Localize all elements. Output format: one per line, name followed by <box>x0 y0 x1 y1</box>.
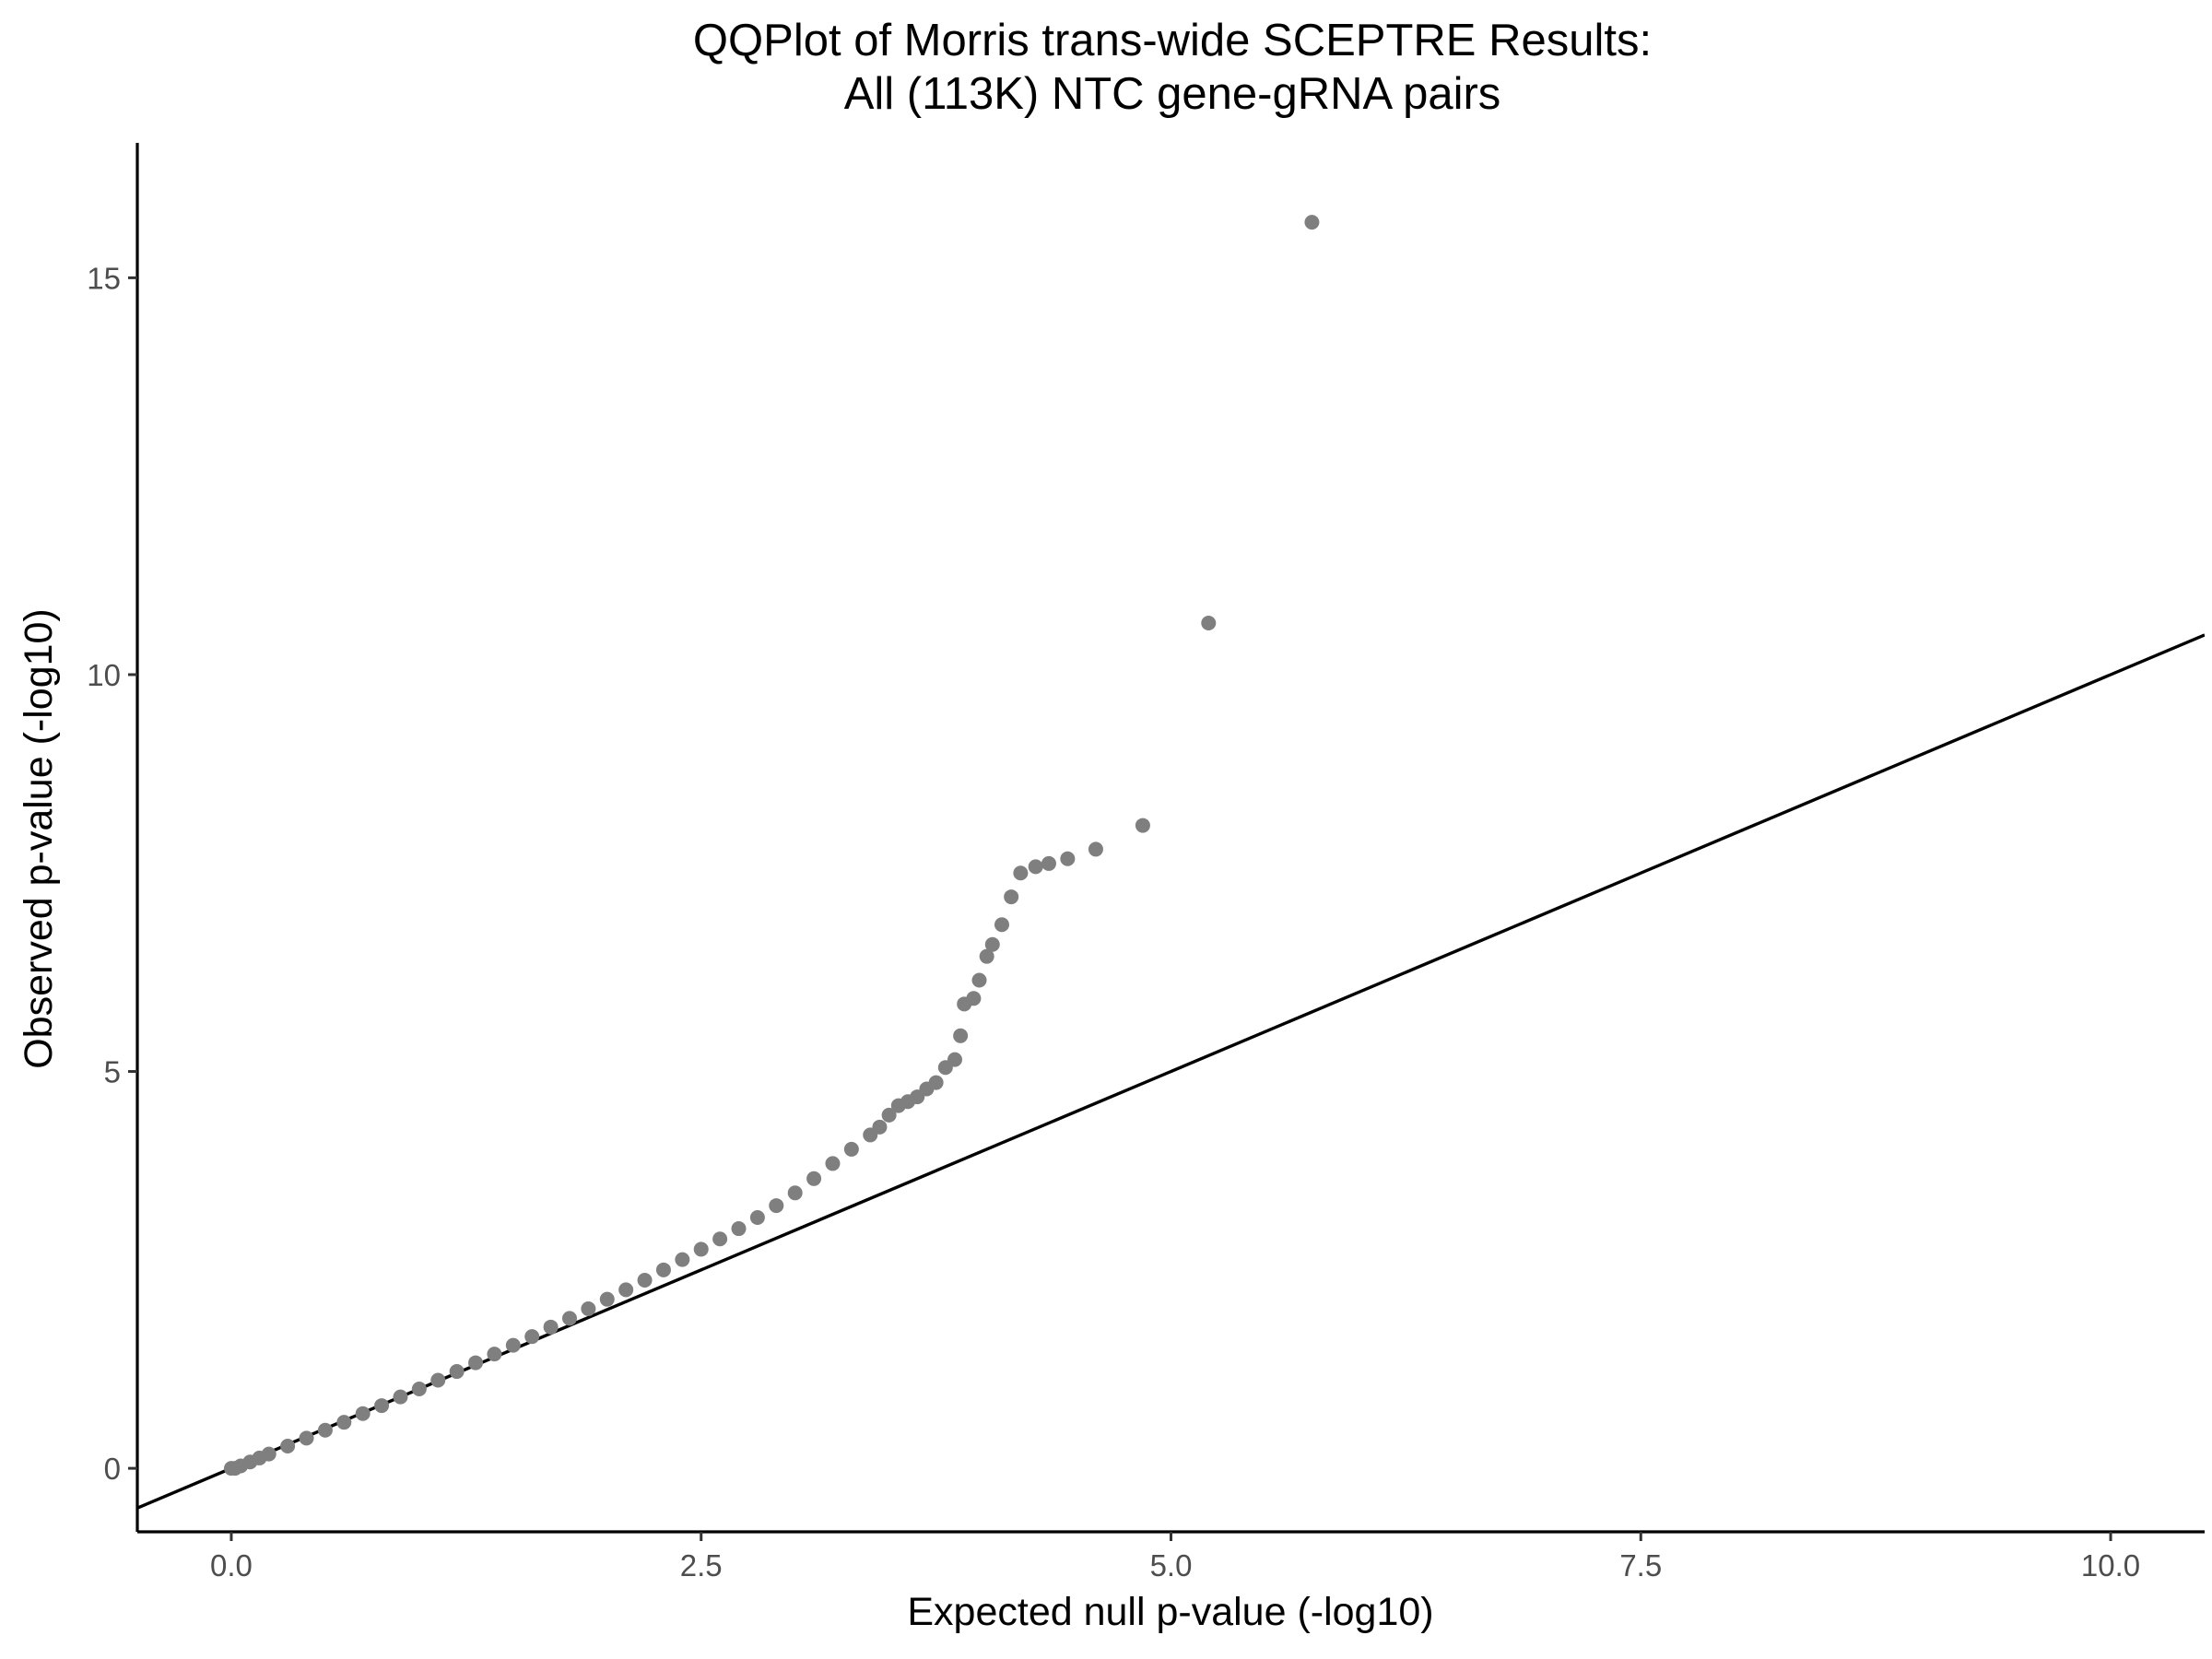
data-point-17 <box>487 1347 502 1362</box>
chart-subtitle: All (113K) NTC gene-gRNA pairs <box>844 69 1501 119</box>
data-point-33 <box>787 1185 803 1201</box>
data-point-60 <box>1135 818 1150 833</box>
x-axis-ticks: 0.0 2.5 5.0 7.5 10.0 <box>210 1532 2140 1583</box>
data-point-25 <box>637 1273 653 1288</box>
data-point-15 <box>449 1364 465 1380</box>
data-point-51 <box>979 948 994 964</box>
data-point-23 <box>599 1291 615 1307</box>
data-point-29 <box>712 1231 728 1247</box>
data-point-56 <box>1028 859 1043 875</box>
data-point-14 <box>430 1372 446 1388</box>
data-point-22 <box>581 1301 596 1317</box>
data-point-54 <box>1004 889 1019 905</box>
data-point-7 <box>299 1430 314 1446</box>
data-point-18 <box>505 1337 521 1353</box>
data-point-16 <box>468 1355 484 1371</box>
data-point-28 <box>693 1241 709 1257</box>
y-tick-label: 0 <box>104 1452 121 1486</box>
data-point-12 <box>393 1389 408 1405</box>
data-point-11 <box>374 1398 390 1414</box>
data-point-34 <box>806 1171 822 1186</box>
data-point-47 <box>953 1028 969 1043</box>
data-point-24 <box>618 1282 634 1298</box>
data-points <box>223 215 1320 1477</box>
x-axis-title: Expected null p-value (-log10) <box>907 1590 1433 1634</box>
data-point-61 <box>1201 615 1217 630</box>
data-point-44 <box>928 1075 944 1090</box>
data-point-35 <box>825 1156 841 1171</box>
data-point-52 <box>984 936 1000 952</box>
x-tick-label: 2.5 <box>680 1548 723 1583</box>
data-point-13 <box>411 1381 427 1396</box>
data-point-62 <box>1304 215 1320 230</box>
data-point-9 <box>336 1415 352 1430</box>
x-tick-label: 10.0 <box>2081 1548 2140 1583</box>
data-point-27 <box>675 1252 690 1267</box>
data-point-26 <box>655 1262 671 1277</box>
reference-line <box>137 633 2205 1510</box>
data-point-55 <box>1013 865 1029 881</box>
data-point-10 <box>355 1406 371 1421</box>
data-point-57 <box>1041 855 1056 871</box>
y-axis-ticks: 0 5 10 15 <box>87 261 137 1486</box>
x-tick-label: 5.0 <box>1150 1548 1193 1583</box>
data-point-19 <box>524 1329 540 1345</box>
chart-title: QQPlot of Morris trans-wide SCEPTRE Resu… <box>693 16 1652 65</box>
data-point-31 <box>749 1209 765 1225</box>
data-point-38 <box>872 1119 888 1135</box>
y-tick-label: 15 <box>87 261 121 295</box>
x-tick-label: 7.5 <box>1619 1548 1662 1583</box>
data-point-50 <box>971 972 987 988</box>
x-tick-label: 0.0 <box>210 1548 253 1583</box>
data-point-6 <box>280 1438 296 1453</box>
data-point-53 <box>994 917 1009 933</box>
data-point-30 <box>731 1221 747 1237</box>
y-axis-title: Observed p-value (-log10) <box>17 608 61 1069</box>
data-point-58 <box>1060 851 1076 866</box>
y-tick-label: 10 <box>87 658 121 692</box>
data-point-49 <box>966 991 982 1006</box>
data-point-36 <box>843 1141 859 1157</box>
data-point-8 <box>317 1422 333 1438</box>
y-tick-label: 5 <box>104 1055 121 1089</box>
data-point-59 <box>1088 841 1103 857</box>
data-point-39 <box>881 1107 897 1123</box>
data-point-21 <box>561 1311 577 1326</box>
data-point-5 <box>261 1446 276 1462</box>
data-point-20 <box>543 1319 559 1335</box>
data-point-46 <box>947 1052 963 1067</box>
data-point-32 <box>769 1198 784 1214</box>
